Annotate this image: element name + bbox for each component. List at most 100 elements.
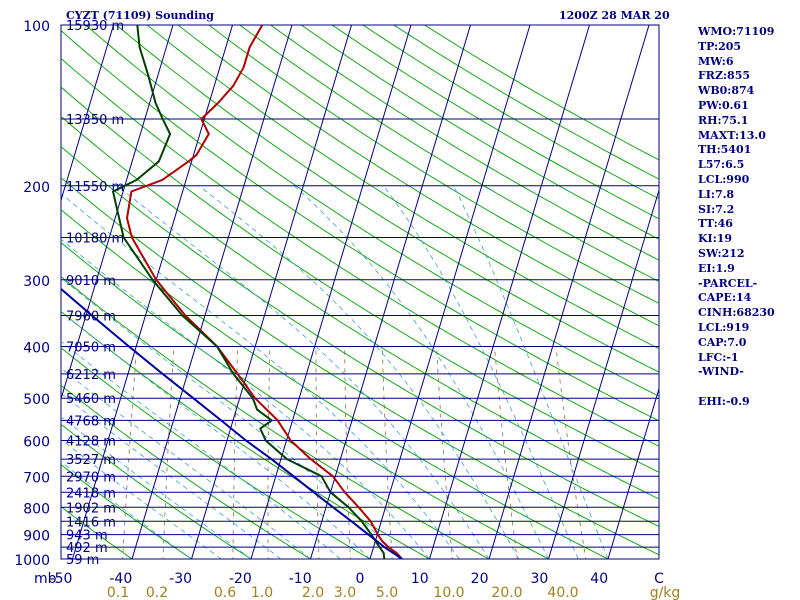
temperature-tick-label: 40: [590, 571, 608, 587]
dry-adiabat-line: [238, 25, 659, 283]
isotherm-line: [369, 25, 531, 559]
index-line: RH:75.1: [698, 113, 749, 127]
index-line: FRZ:855: [698, 69, 751, 83]
moist-adiabat-line: [61, 461, 192, 559]
mixing-ratio-label: 1.0: [251, 585, 273, 600]
mixing-ratio-line: [232, 346, 239, 559]
height-label: 11550 m: [66, 180, 124, 195]
dry-adiabat-line: [61, 347, 371, 559]
parcel-trace: [61, 287, 403, 559]
mixing-ratio-line: [162, 346, 175, 559]
height-label: 2970 m: [66, 470, 116, 485]
run-time: 1200Z 28 MAR 20: [559, 9, 670, 22]
dry-adiabat-line: [61, 384, 312, 559]
dry-adiabat-line: [269, 25, 659, 261]
dry-adiabat-line: [208, 25, 659, 304]
index-line: TP:205: [698, 39, 742, 53]
moist-adiabat-line: [61, 340, 341, 559]
mixing-ratio-label: g/kg: [650, 585, 681, 600]
moist-adiabat-line: [61, 277, 401, 559]
moist-adiabat-line: [61, 238, 430, 559]
height-label: 59 m: [66, 553, 99, 568]
height-label: 2418 m: [66, 486, 116, 501]
isotherm-line: [607, 387, 659, 559]
index-line: LCL:990: [698, 172, 750, 186]
isotherm-line: [191, 25, 352, 559]
dry-adiabat-line: [146, 25, 659, 350]
moist-adiabat-line: [383, 185, 579, 559]
isotherm-line: [548, 188, 659, 559]
dry-adiabat-line: [61, 115, 659, 500]
height-label: 1416 m: [66, 515, 116, 530]
moist-adiabat-line: [293, 185, 549, 559]
temperature-tick-label: -10: [289, 571, 312, 587]
index-line: EHI:-0.9: [698, 394, 750, 408]
dry-adiabat-line: [84, 25, 659, 397]
dry-adiabat-line: [61, 464, 193, 559]
moist-adiabat-line: [453, 185, 609, 559]
dry-adiabat-line: [177, 25, 659, 327]
temperature-tick-label: -40: [109, 571, 132, 587]
mixing-ratio-label: 0.1: [107, 585, 129, 600]
dry-adiabat-line: [61, 310, 431, 559]
index-line: CAP:7.0: [698, 335, 747, 349]
station-title: CYZT (71109) Sounding: [66, 9, 214, 22]
isotherm-line: [429, 25, 590, 559]
moist-adiabat-line: [117, 185, 490, 559]
temperature-tick-label: 30: [530, 571, 548, 587]
dry-adiabat-line: [61, 241, 550, 559]
isotherm-line: [310, 25, 471, 559]
index-line: SI:7.2: [698, 202, 735, 216]
isotherm-line: [61, 25, 114, 202]
index-line: CAPE:14: [698, 291, 752, 305]
dry-adiabat-line: [61, 57, 659, 447]
index-line: LFC:-1: [698, 350, 739, 364]
moist-adiabat-line: [61, 310, 371, 559]
height-label: 7960 m: [66, 310, 116, 325]
pressure-tick-label: 1000: [14, 553, 50, 569]
index-line: LI:7.8: [698, 187, 735, 201]
temperature-tick-label: 20: [471, 571, 489, 587]
index-line: KI:19: [698, 232, 733, 246]
isotherm-line: [61, 25, 174, 401]
isotherm-line: [488, 25, 650, 559]
height-label: 4128 m: [66, 435, 116, 450]
dewpoint-trace: [112, 25, 386, 559]
index-line: TT:46: [698, 217, 733, 231]
index-line: [698, 380, 775, 395]
height-label: 10180 m: [66, 231, 124, 246]
height-label: 7050 m: [66, 341, 116, 356]
height-label: 1902 m: [66, 501, 116, 516]
height-label: 5460 m: [66, 392, 116, 407]
moist-adiabat-line: [61, 416, 252, 559]
index-line: -PARCEL-: [698, 276, 758, 290]
moist-adiabat-line: [61, 439, 222, 559]
indices-panel: WMO:71109 TP:205 MW:6 FRZ:855 WB0:874 PW:0.61…: [698, 25, 775, 410]
height-label: 943 m: [66, 529, 108, 544]
dry-adiabat-line: [61, 423, 252, 559]
index-line: CINH:68230: [698, 306, 775, 320]
index-line: MW:6: [698, 54, 734, 68]
mixing-ratio-label: 3.0: [334, 585, 356, 600]
index-line: L57:6.5: [698, 158, 745, 172]
pressure-tick-label: 600: [23, 435, 50, 451]
index-line: -WIND-: [698, 365, 744, 379]
mixing-ratio-line: [436, 346, 453, 559]
temperature-tick-label: 10: [411, 571, 429, 587]
mixing-ratio-label: 20.0: [491, 585, 522, 600]
temperature-trace: [126, 25, 403, 559]
pressure-tick-label: 200: [23, 180, 50, 196]
height-label: 6212 m: [66, 368, 116, 383]
dry-adiabat-line: [61, 506, 133, 559]
y-axis-unit-label: mb: [34, 571, 57, 587]
dry-adiabat-line: [61, 86, 659, 473]
index-line: SW:212: [698, 246, 745, 260]
pressure-tick-label: 700: [23, 470, 50, 486]
height-label: 13350 m: [66, 113, 124, 128]
index-line: WMO:71109: [698, 25, 775, 38]
height-label: 3527 m: [66, 453, 116, 468]
pressure-tick-label: 800: [23, 501, 50, 517]
height-label: 15930 m: [66, 19, 124, 34]
index-line: EI:1.9: [698, 261, 735, 275]
